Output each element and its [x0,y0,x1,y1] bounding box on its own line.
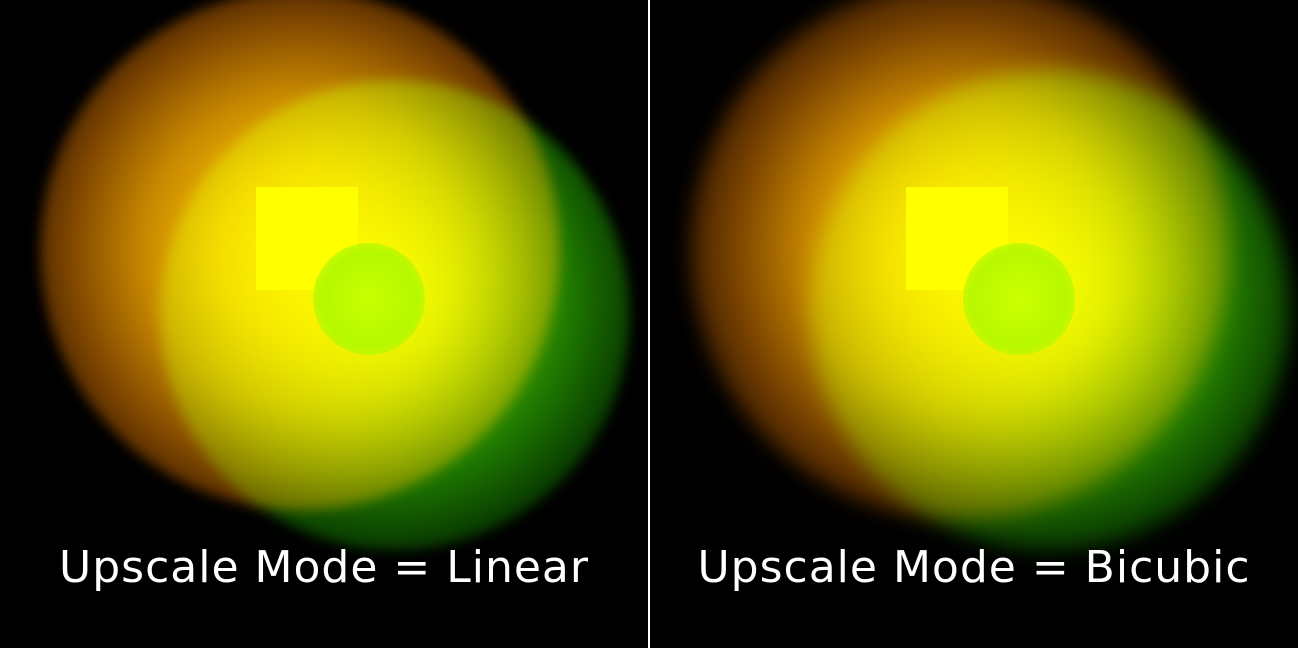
green-circle [963,243,1075,355]
panel-caption: Upscale Mode = Bicubic [697,542,1251,593]
panel-caption: Upscale Mode = Linear [59,542,589,593]
panel-divider [648,0,650,648]
bicubic-panel: Upscale Mode = Bicubic [650,0,1298,648]
green-circle [313,243,425,355]
linear-panel: Upscale Mode = Linear [0,0,648,648]
